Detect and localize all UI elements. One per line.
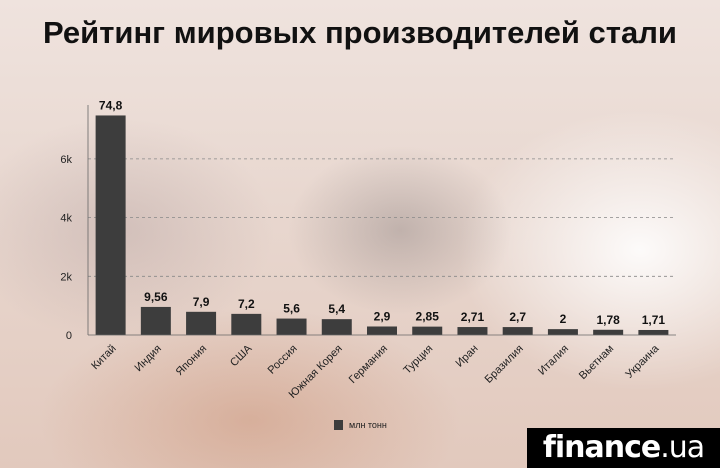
data-label: 2,71 bbox=[461, 310, 485, 324]
y-tick-label: 6k bbox=[60, 154, 72, 166]
bar bbox=[321, 319, 352, 335]
bar bbox=[367, 326, 397, 335]
y-tick-label: 4k bbox=[60, 213, 72, 225]
logo-suffix: .ua bbox=[660, 430, 705, 465]
bar bbox=[502, 327, 533, 335]
y-tick-label: 2k bbox=[60, 271, 72, 283]
chart-title: Рейтинг мировых производителей стали bbox=[43, 15, 677, 50]
bar bbox=[457, 327, 488, 335]
x-tick-label: Россия bbox=[266, 343, 300, 377]
x-tick-label: Италия bbox=[536, 343, 571, 378]
bar bbox=[412, 326, 443, 335]
bar bbox=[186, 311, 217, 335]
data-label: 2 bbox=[560, 312, 567, 326]
data-label: 5,6 bbox=[283, 302, 300, 316]
x-tick-label: Китай bbox=[89, 343, 119, 373]
data-label: 7,9 bbox=[193, 295, 210, 309]
x-tick-label: США bbox=[228, 342, 255, 369]
legend-swatch bbox=[334, 420, 343, 430]
data-label: 9,56 bbox=[144, 290, 168, 304]
data-label: 2,85 bbox=[416, 310, 440, 324]
bar bbox=[547, 329, 578, 335]
x-tick-label: Украина bbox=[623, 342, 662, 381]
data-label: 1,71 bbox=[642, 313, 666, 327]
x-tick-label: Бразилия bbox=[483, 343, 526, 386]
data-label: 2,7 bbox=[509, 310, 526, 324]
x-tick-label: Иран bbox=[454, 343, 481, 370]
bar bbox=[231, 313, 262, 335]
bar bbox=[638, 329, 669, 335]
bar bbox=[95, 115, 126, 335]
logo-main: finance bbox=[542, 430, 661, 465]
x-tick-label: Вьетнам bbox=[577, 343, 616, 382]
x-tick-label: Япония bbox=[174, 343, 210, 379]
data-label: 2,9 bbox=[374, 309, 391, 323]
y-tick-label: 0 bbox=[66, 330, 72, 342]
legend: млн тонн bbox=[334, 420, 387, 430]
legend-label: млн тонн bbox=[349, 420, 387, 430]
finance-ua-logo[interactable]: finance.ua bbox=[527, 428, 720, 468]
data-label: 5,4 bbox=[328, 302, 345, 316]
data-label: 7,2 bbox=[238, 297, 255, 311]
bar bbox=[593, 329, 624, 335]
bar bbox=[140, 306, 171, 335]
bar bbox=[276, 318, 307, 335]
data-label: 1,78 bbox=[596, 313, 620, 327]
x-tick-label: Индия bbox=[132, 343, 163, 374]
x-tick-label: Турция bbox=[401, 343, 435, 377]
data-label: 74,8 bbox=[99, 98, 123, 112]
x-tick-label: Германия bbox=[347, 343, 390, 386]
